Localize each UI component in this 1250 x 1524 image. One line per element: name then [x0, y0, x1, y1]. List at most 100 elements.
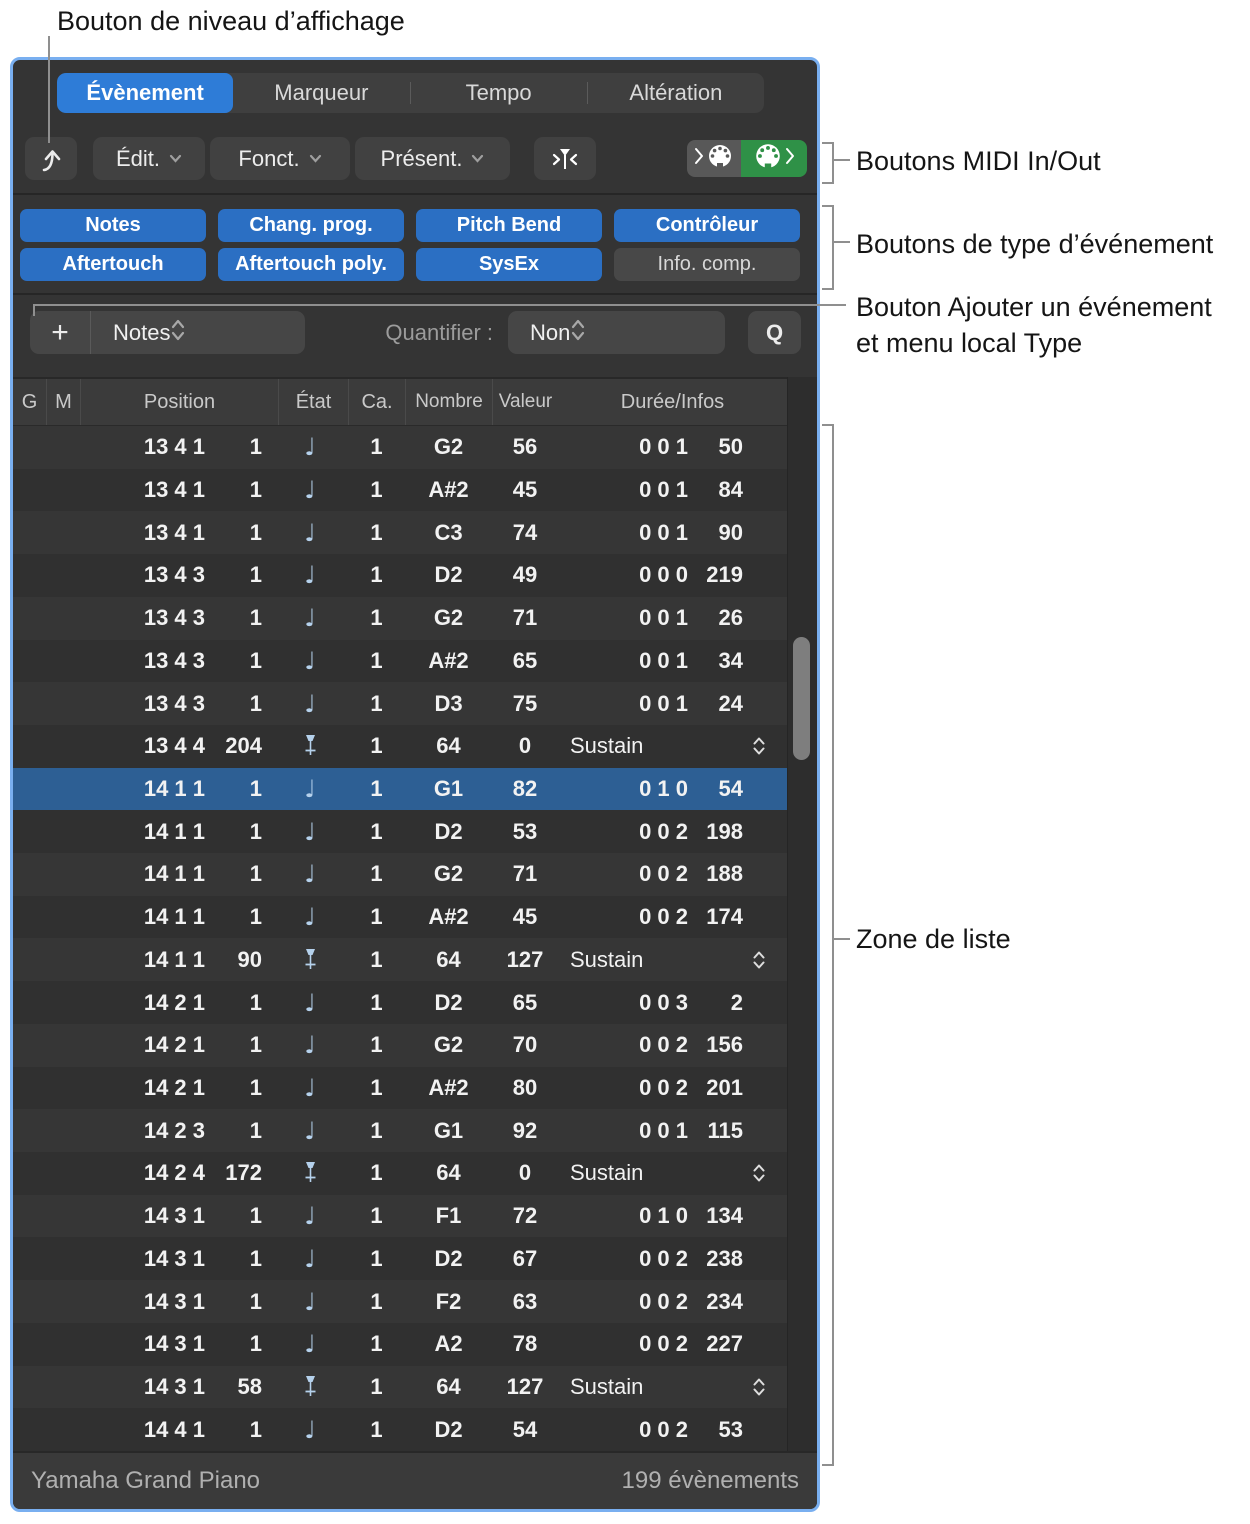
- number-value: D2: [434, 989, 463, 1015]
- chevron-right-icon: [694, 147, 704, 170]
- row-stepper-icon[interactable]: [748, 1152, 770, 1195]
- event-type-chang-prog[interactable]: Chang. prog.: [218, 209, 404, 242]
- event-row[interactable]: 13 4 4 204 1 64 0 Sustain: [13, 724, 787, 768]
- event-type-controleur[interactable]: Contrôleur: [614, 209, 800, 242]
- event-type-aftertouch[interactable]: Aftertouch: [20, 248, 206, 281]
- number-value: D2: [434, 1245, 463, 1271]
- number-value: G1: [433, 1117, 464, 1143]
- event-row[interactable]: 14 3 1 1 ♩ 1 D2 67 0 0 2 238: [13, 1237, 787, 1281]
- note-icon: ♩: [304, 604, 316, 633]
- quantize-select[interactable]: Non: [508, 311, 725, 354]
- channel-value: 1: [370, 477, 383, 503]
- functions-menu-button[interactable]: Fonct.: [210, 137, 350, 180]
- position-tick-value: 172: [225, 1160, 262, 1186]
- event-type-info-comp[interactable]: Info. comp.: [614, 248, 800, 281]
- event-row[interactable]: 13 4 3 1 ♩ 1 A#2 65 0 0 1 34: [13, 639, 787, 683]
- tab-alteration[interactable]: Altération: [629, 80, 723, 105]
- quantize-label: Quantifier :: [385, 319, 493, 345]
- note-icon: ♩: [304, 1415, 316, 1444]
- event-row[interactable]: 14 1 1 1 ♩ 1 G1 82 0 1 0 54: [13, 767, 787, 811]
- position-tick-value: 1: [249, 818, 262, 844]
- header-nombre: Nombre: [405, 379, 492, 425]
- view-menu-button[interactable]: Présent.: [355, 137, 510, 180]
- row-stepper-icon[interactable]: [748, 1366, 770, 1409]
- event-type-sysex[interactable]: SysEx: [416, 248, 602, 281]
- duration-ticks-value: 188: [706, 861, 743, 887]
- add-and-type-control: + Notes: [30, 311, 305, 354]
- event-row[interactable]: 13 4 1 1 ♩ 1 C3 74 0 0 1 90: [13, 511, 787, 555]
- duration-value: 0 0 1: [639, 519, 688, 545]
- divider: [13, 193, 817, 195]
- duration-value: 0 0 2: [639, 1074, 688, 1100]
- duration-value: 0 0 2: [639, 1032, 688, 1058]
- duration-ticks-value: 2: [730, 989, 743, 1015]
- header-valeur: Valeur: [492, 379, 558, 425]
- note-icon: ♩: [304, 1116, 316, 1145]
- midi-step-input-button[interactable]: [534, 137, 596, 180]
- event-row[interactable]: 14 1 1 90 1 64 127 Sustain: [13, 938, 787, 982]
- tab-evenement[interactable]: Évènement: [57, 73, 234, 113]
- annotation-add-event-line1: Bouton Ajouter un événement: [856, 292, 1212, 322]
- track-name: Yamaha Grand Piano: [31, 1467, 261, 1494]
- event-row[interactable]: 14 2 1 1 ♩ 1 G2 70 0 0 2 156: [13, 1023, 787, 1067]
- scrollbar-thumb[interactable]: [793, 637, 810, 760]
- midi-in-button[interactable]: [687, 140, 741, 177]
- tab-marqueur[interactable]: Marqueur: [274, 80, 369, 105]
- event-type-select-value: Notes: [113, 319, 171, 345]
- event-row[interactable]: 13 4 1 1 ♩ 1 G2 56 0 0 1 50: [13, 426, 787, 469]
- add-event-button[interactable]: +: [30, 311, 91, 354]
- tab-tempo[interactable]: Tempo: [465, 80, 532, 105]
- midi-io-buttons: [687, 140, 807, 177]
- event-row[interactable]: 14 2 3 1 ♩ 1 G1 92 0 0 1 115: [13, 1109, 787, 1152]
- event-type-pitch-bend[interactable]: Pitch Bend: [416, 209, 602, 242]
- position-value: 13 4 1: [143, 477, 205, 503]
- number-value: D3: [434, 690, 463, 716]
- duration-value: 0 0 2: [639, 1245, 688, 1271]
- duration-ticks-value: 227: [706, 1331, 743, 1357]
- event-row[interactable]: 13 4 3 1 ♩ 1 G2 71 0 0 1 26: [13, 596, 787, 640]
- event-row[interactable]: 14 1 1 1 ♩ 1 D2 53 0 0 2 198: [13, 810, 787, 854]
- sustain-pedal-icon: [278, 938, 342, 981]
- channel-value: 1: [370, 861, 383, 887]
- callout-dash-list-area: [832, 938, 850, 940]
- value-value: 45: [512, 477, 538, 503]
- event-type-aftertouch-poly[interactable]: Aftertouch poly.: [218, 248, 404, 281]
- position-value: 14 4 1: [143, 1416, 205, 1442]
- midi-out-button[interactable]: [741, 140, 807, 177]
- event-type-notes[interactable]: Notes: [20, 209, 206, 242]
- duration-ticks-value: 53: [718, 1416, 743, 1442]
- quantize-button[interactable]: Q: [748, 311, 801, 354]
- event-row[interactable]: 13 4 3 1 ♩ 1 D2 49 0 0 0 219: [13, 554, 787, 597]
- event-row[interactable]: 13 4 1 1 ♩ 1 A#2 45 0 0 1 84: [13, 468, 787, 512]
- event-row[interactable]: 14 1 1 1 ♩ 1 G2 71 0 0 2 188: [13, 853, 787, 896]
- event-row[interactable]: 14 2 1 1 ♩ 1 A#2 80 0 0 2 201: [13, 1066, 787, 1110]
- event-row[interactable]: 14 3 1 1 ♩ 1 F1 72 0 1 0 134: [13, 1194, 787, 1238]
- event-type-select[interactable]: Notes: [91, 311, 305, 354]
- event-row[interactable]: 14 3 1 58 1 64 127 Sustain: [13, 1365, 787, 1409]
- event-row[interactable]: 14 3 1 1 ♩ 1 A2 78 0 0 2 227: [13, 1322, 787, 1366]
- display-level-button[interactable]: [25, 137, 77, 180]
- event-row[interactable]: 13 4 3 1 ♩ 1 D3 75 0 0 1 24: [13, 682, 787, 725]
- event-count: 199 évènements: [621, 1467, 799, 1494]
- event-row[interactable]: 14 2 1 1 ♩ 1 D2 65 0 0 3 2: [13, 981, 787, 1024]
- event-row[interactable]: 14 2 4 172 1 64 0 Sustain: [13, 1152, 787, 1195]
- position-value: 14 2 1: [143, 1074, 205, 1100]
- note-icon: ♩: [304, 903, 316, 932]
- duration-ticks-value: 24: [718, 690, 743, 716]
- callout-line-display-level: [48, 36, 50, 143]
- annotation-list-area: Zone de liste: [856, 924, 1011, 954]
- event-row[interactable]: 14 1 1 1 ♩ 1 A#2 45 0 0 2 174: [13, 895, 787, 939]
- scrollbar-track[interactable]: [787, 377, 817, 1451]
- channel-value: 1: [370, 989, 383, 1015]
- row-stepper-icon[interactable]: [748, 725, 770, 768]
- event-row[interactable]: 14 4 1 1 ♩ 1 D2 54 0 0 2 53: [13, 1408, 787, 1451]
- note-icon: ♩: [304, 1073, 316, 1102]
- position-tick-value: 204: [225, 733, 262, 759]
- event-row[interactable]: 14 3 1 1 ♩ 1 F2 63 0 0 2 234: [13, 1280, 787, 1323]
- edit-menu-button[interactable]: Édit.: [93, 137, 205, 180]
- duration-ticks-value: 84: [718, 477, 743, 503]
- channel-value: 1: [370, 818, 383, 844]
- row-stepper-icon[interactable]: [748, 938, 770, 981]
- note-icon: ♩: [304, 1202, 316, 1231]
- duration-value: 0 0 2: [639, 818, 688, 844]
